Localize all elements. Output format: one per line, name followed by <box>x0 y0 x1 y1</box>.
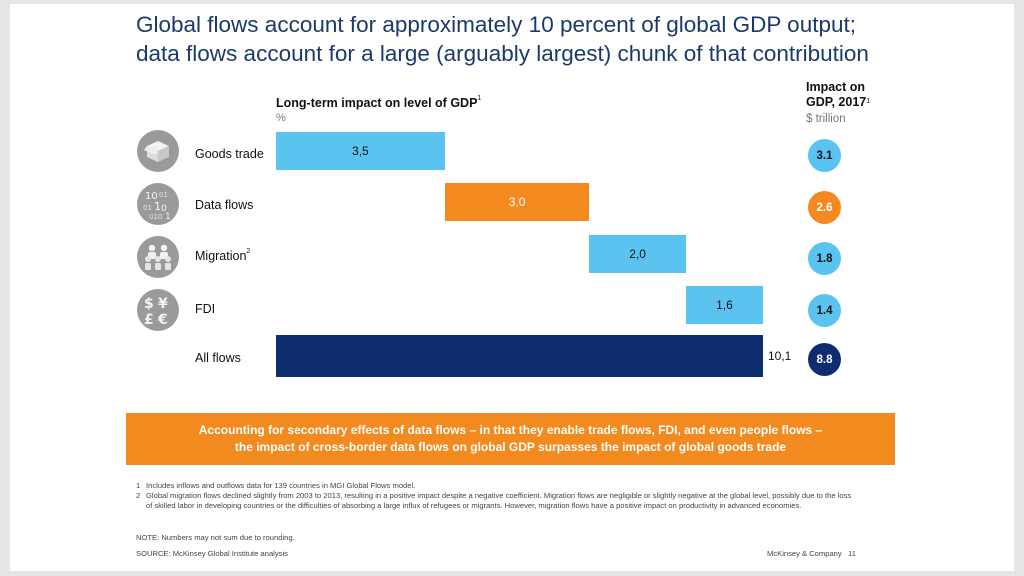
bar-all-flows <box>276 335 763 377</box>
svg-text:01: 01 <box>159 191 168 199</box>
binary-data-icon: 10 01 01 1 0 010 1 <box>137 183 179 225</box>
bar-data-flows: 3,0 <box>444 183 590 221</box>
svg-text:0: 0 <box>161 204 167 214</box>
brand: McKinsey & Company 11 <box>767 549 856 558</box>
row-label-all-flows: All flows <box>195 351 241 365</box>
svg-text:1: 1 <box>154 200 161 213</box>
impact-bubble-all-flows: 8.8 <box>808 343 841 376</box>
bar-migration: 2,0 <box>589 235 686 273</box>
title-line-2: data flows account for a large (arguably… <box>136 41 869 66</box>
impact-bubble-data-flows: 2.6 <box>808 191 841 224</box>
row-label-goods-trade: Goods trade <box>195 147 264 161</box>
callout-banner: Accounting for secondary effects of data… <box>126 413 895 465</box>
box-icon <box>137 130 179 172</box>
footnote-2: 2 Global migration flows declined slight… <box>136 491 852 510</box>
svg-text:€: € <box>157 312 168 327</box>
title-line-1: Global flows account for approximately 1… <box>136 12 856 37</box>
impact-unit: $ trillion <box>806 113 846 125</box>
people-icon <box>137 236 179 278</box>
note: NOTE: Numbers may not sum due to roundin… <box>136 533 295 542</box>
svg-text:$: $ <box>144 296 154 312</box>
svg-text:10: 10 <box>145 191 158 202</box>
row-label-migration: Migration2 <box>195 248 251 263</box>
callout-line-1: Accounting for secondary effects of data… <box>198 423 823 437</box>
source: SOURCE: McKinsey Global Institute analys… <box>136 549 288 558</box>
page-number: 11 <box>848 549 856 558</box>
callout-line-2: the impact of cross-border data flows on… <box>234 440 787 454</box>
bar-fdi: 1,6 <box>685 286 763 324</box>
svg-text:010: 010 <box>149 213 162 221</box>
currency-icon: $ ¥ £ € <box>137 289 179 331</box>
svg-text:1: 1 <box>165 212 171 221</box>
bar-goods-trade: 3,5 <box>276 132 445 170</box>
bar-all-flows-value: 10,1 <box>768 349 792 363</box>
slide-title: Global flows account for approximately 1… <box>136 10 936 68</box>
svg-text:¥: ¥ <box>158 296 168 312</box>
row-label-fdi: FDI <box>195 302 216 316</box>
impact-bubble-goods-trade: 3.1 <box>808 139 841 172</box>
footnote-1: 1 Includes inflows and outflows data for… <box>136 481 416 490</box>
row-label-data-flows: Data flows <box>195 198 254 212</box>
impact-bubble-fdi: 1.4 <box>808 294 841 327</box>
slide: Global flows account for approximately 1… <box>10 4 1014 571</box>
chart-title: Long-term impact on level of GDP1 <box>276 95 482 110</box>
impact-title: Impact on GDP, 20171 <box>806 80 871 109</box>
svg-text:£: £ <box>144 312 154 327</box>
impact-bubble-migration: 1.8 <box>808 242 841 275</box>
svg-text:01: 01 <box>143 204 152 212</box>
chart-unit: % <box>276 112 286 124</box>
